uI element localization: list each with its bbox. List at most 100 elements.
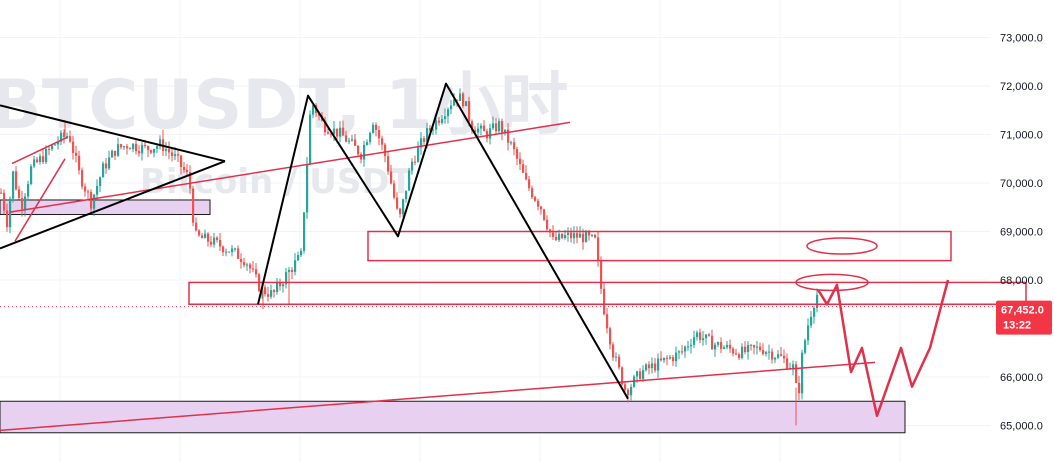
candle-up (27, 184, 30, 197)
candle-down (666, 357, 669, 359)
candle-up (45, 149, 48, 163)
candle-down (540, 206, 543, 210)
y-tick-label: 73,000.0 (1000, 33, 1043, 45)
candle-down (624, 384, 627, 390)
ellipse-upper (806, 237, 878, 255)
candle-up (234, 248, 237, 250)
candle-down (720, 342, 723, 349)
candle-up (573, 233, 576, 239)
candle-down (711, 335, 714, 350)
candle-up (282, 284, 285, 287)
short-red-line-1 (11, 136, 69, 165)
candle-up (657, 358, 660, 371)
candle-up (132, 143, 135, 150)
candle-up (372, 124, 375, 133)
y-tick-label: 70,000.0 (1000, 178, 1043, 190)
candle-up (30, 166, 33, 185)
candle-down (594, 234, 597, 238)
candle-up (579, 233, 582, 238)
candle-down (699, 332, 702, 341)
candle-up (477, 128, 480, 133)
candle-down (237, 248, 240, 259)
price-axis[interactable]: 73,000.0 72,000.0 71,000.0 70,000.0 69,000.0… (1000, 33, 1043, 433)
candle-down (588, 231, 591, 236)
candle-up (402, 199, 405, 215)
candle-up (558, 233, 561, 241)
candle-down (546, 219, 549, 230)
candle-down (501, 121, 504, 134)
candle-down (612, 344, 615, 358)
candle-down (732, 348, 735, 354)
candle-down (516, 149, 519, 159)
candle-down (753, 345, 756, 348)
candle-down (144, 144, 147, 147)
candle-down (528, 179, 531, 189)
candle-up (285, 272, 288, 285)
candle-up (297, 255, 300, 261)
candle-up (756, 346, 759, 348)
candle-down (252, 268, 255, 270)
short-red-line-2 (14, 158, 66, 242)
candle-down (471, 121, 474, 131)
candle-down (267, 294, 270, 297)
candle-down (36, 159, 39, 163)
triangle-bottom (0, 160, 226, 250)
candle-up (777, 354, 780, 358)
candle-down (531, 188, 534, 198)
candle-up (60, 132, 63, 142)
candle-up (33, 159, 36, 167)
candle-down (84, 186, 87, 192)
candle-down (474, 130, 477, 133)
candle-up (705, 334, 708, 339)
candle-down (600, 260, 603, 289)
candle-down (195, 222, 198, 231)
candle-down (378, 130, 381, 139)
candle-down (69, 136, 72, 142)
candle-down (396, 197, 399, 209)
candle-down (798, 382, 801, 394)
candle-up (417, 147, 420, 162)
candle-down (513, 142, 516, 150)
candle-down (81, 170, 84, 187)
y-tick-label: 65,000.0 (1000, 421, 1043, 433)
candle-down (105, 163, 108, 169)
candle-up (306, 164, 309, 213)
candle-down (279, 282, 282, 287)
candle-up (435, 120, 438, 130)
candle-up (810, 316, 813, 326)
candle-down (507, 129, 510, 143)
candle-up (96, 185, 99, 195)
price-badge-price: 67,452.0 (1001, 305, 1044, 317)
candle-down (15, 171, 18, 190)
candle-up (39, 156, 42, 163)
candle-down (786, 358, 789, 369)
price-badge-countdown: 13:22 (1003, 320, 1031, 332)
candle-down (75, 152, 78, 156)
candle-down (744, 346, 747, 353)
candle-down (183, 166, 186, 170)
candle-down (228, 251, 231, 253)
candle-down (384, 144, 387, 157)
candle-down (264, 287, 267, 295)
candle-down (543, 209, 546, 220)
candle-up (765, 352, 768, 354)
candle-down (255, 269, 258, 275)
candle-up (9, 198, 12, 228)
candle-down (654, 363, 657, 371)
candle-up (453, 99, 456, 106)
candle-down (78, 155, 81, 171)
candle-up (678, 351, 681, 353)
candle-up (408, 170, 411, 191)
candle-up (645, 364, 648, 371)
candle-down (138, 151, 141, 154)
candle-up (801, 352, 804, 394)
y-tick-label: 66,000.0 (1000, 372, 1043, 384)
candle-down (150, 150, 153, 153)
candle-down (48, 149, 51, 151)
candle-up (714, 344, 717, 350)
candle-down (423, 138, 426, 142)
candle-down (795, 364, 798, 383)
candle-up (153, 148, 156, 153)
long-support-line (0, 361, 876, 432)
